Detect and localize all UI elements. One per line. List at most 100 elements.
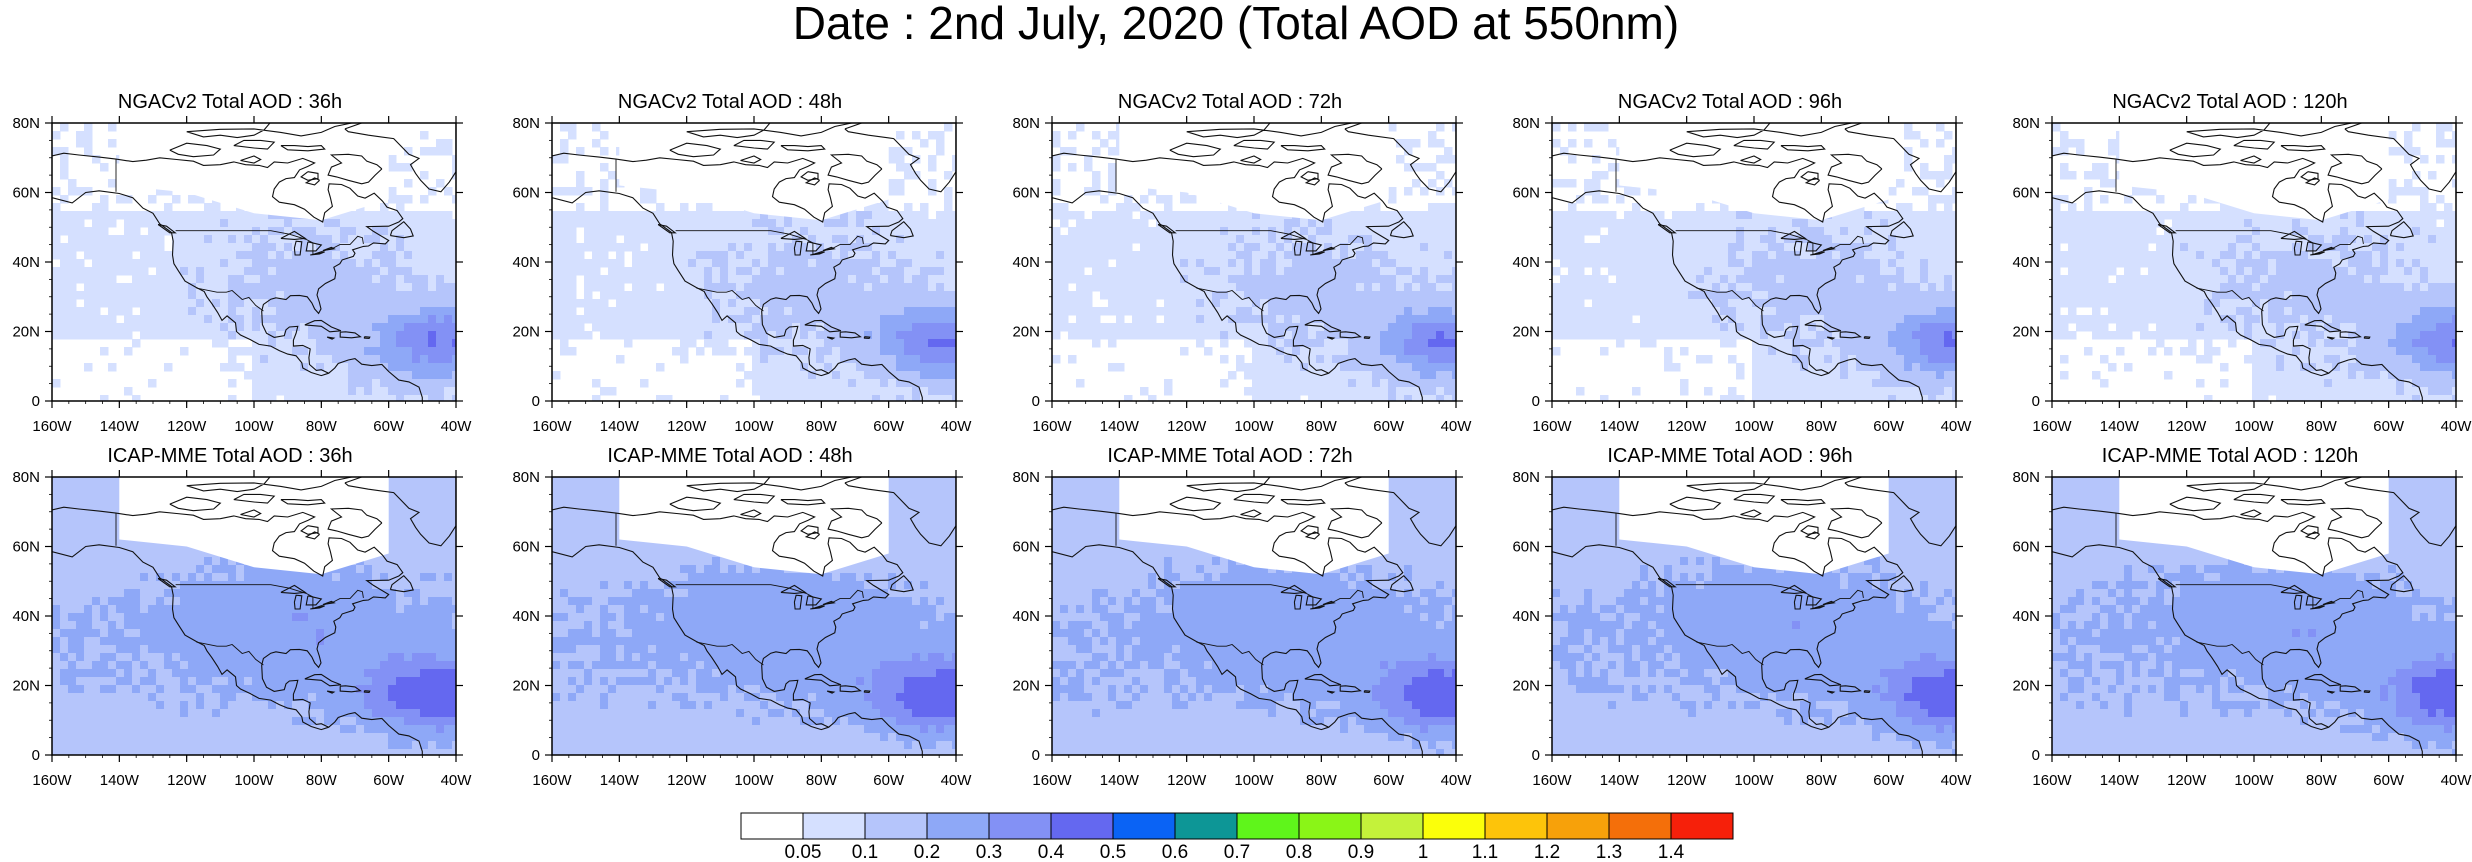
- aod-cell: [436, 307, 445, 316]
- aod-cell: [1436, 331, 1445, 340]
- aod-cell: [52, 211, 61, 220]
- aod-cell: [688, 227, 697, 236]
- aod-cell: [428, 331, 437, 340]
- aod-cell: [656, 307, 665, 316]
- aod-cell: [1412, 267, 1421, 276]
- aod-cell: [236, 315, 245, 324]
- aod-cell: [76, 323, 85, 332]
- aod-cell: [252, 219, 261, 228]
- aod-cell: [1944, 267, 1953, 276]
- aod-cell: [1092, 131, 1101, 140]
- aod-cell: [412, 331, 421, 340]
- aod-cell: [1952, 331, 1956, 340]
- aod-cell: [1324, 251, 1333, 260]
- aod-cell: [452, 299, 456, 308]
- aod-cell: [1340, 211, 1349, 220]
- aod-cell: [1792, 219, 1801, 228]
- aod-cell: [52, 235, 61, 244]
- aod-cell: [1704, 331, 1713, 340]
- aod-cell: [744, 275, 753, 284]
- aod-cell: [752, 387, 761, 396]
- aod-cell: [244, 307, 253, 316]
- aod-cell: [1568, 235, 1577, 244]
- figure-title: Date : 2nd July, 2020 (Total AOD at 550n…: [792, 0, 1680, 49]
- aod-cell: [1712, 283, 1721, 292]
- aod-cell: [1848, 251, 1857, 260]
- aod-cell: [608, 243, 617, 252]
- aod-cell: [316, 227, 325, 236]
- aod-cell: [428, 227, 437, 236]
- aod-cell: [736, 379, 745, 388]
- aod-cell: [1284, 267, 1293, 276]
- aod-cell: [928, 283, 937, 292]
- aod-cell: [1696, 235, 1705, 244]
- aod-cell: [912, 363, 921, 372]
- aod-cell: [1364, 307, 1373, 316]
- aod-cell: [872, 267, 881, 276]
- aod-cell: [332, 363, 341, 372]
- aod-cell: [324, 347, 333, 356]
- aod-cell: [108, 259, 117, 268]
- aod-cell: [188, 195, 197, 204]
- aod-cell: [1936, 283, 1945, 292]
- aod-cell: [1888, 331, 1897, 340]
- aod-cell: [1268, 347, 1277, 356]
- aod-cell: [752, 371, 761, 380]
- aod-cell: [404, 283, 413, 292]
- aod-cell: [1052, 163, 1061, 172]
- aod-cell: [1952, 219, 1956, 228]
- aod-cell: [1308, 347, 1317, 356]
- aod-cell: [1896, 291, 1905, 300]
- aod-cell: [1428, 307, 1437, 316]
- aod-cell: [1768, 299, 1777, 308]
- aod-cell: [816, 299, 825, 308]
- aod-cell: [244, 235, 253, 244]
- lat-tick-label: 80N: [512, 115, 540, 132]
- aod-cell: [1736, 323, 1745, 332]
- aod-cell: [624, 243, 633, 252]
- aod-cell: [1060, 211, 1069, 220]
- aod-cell: [1236, 227, 1245, 236]
- aod-cell: [1140, 307, 1149, 316]
- aod-cell: [1704, 291, 1713, 300]
- coastline-path: [1052, 190, 1456, 401]
- aod-cell: [100, 195, 109, 204]
- aod-cell: [936, 307, 945, 316]
- aod-cell: [768, 323, 777, 332]
- aod-cell: [808, 307, 817, 316]
- aod-cell: [1380, 235, 1389, 244]
- aod-cell: [624, 275, 633, 284]
- aod-cell: [784, 243, 793, 252]
- aod-cell: [1404, 387, 1413, 396]
- aod-cell: [212, 227, 221, 236]
- aod-cell: [1616, 339, 1625, 348]
- aod-cell: [1768, 307, 1777, 316]
- aod-cell: [1896, 331, 1905, 340]
- aod-cell: [1768, 251, 1777, 260]
- aod-cell: [1100, 139, 1109, 148]
- aod-cell: [220, 307, 229, 316]
- aod-cell: [260, 379, 269, 388]
- aod-cell: [704, 299, 713, 308]
- aod-cell: [816, 355, 825, 364]
- aod-cell: [1404, 259, 1413, 268]
- aod-cell: [1380, 347, 1389, 356]
- aod-cell: [1108, 339, 1117, 348]
- aod-cell: [1904, 235, 1913, 244]
- aod-cell: [912, 243, 921, 252]
- aod-cell: [1728, 235, 1737, 244]
- aod-cell: [156, 275, 165, 284]
- aod-cell: [108, 299, 117, 308]
- aod-cell: [872, 283, 881, 292]
- aod-cell: [896, 299, 905, 308]
- aod-cell: [1228, 267, 1237, 276]
- aod-cell: [888, 291, 897, 300]
- aod-cell: [204, 331, 213, 340]
- aod-cell: [148, 227, 157, 236]
- aod-cell: [760, 371, 769, 380]
- aod-cell: [380, 243, 389, 252]
- aod-cell: [300, 315, 309, 324]
- aod-cell: [316, 315, 325, 324]
- aod-cell: [560, 283, 569, 292]
- aod-cell: [1568, 219, 1577, 228]
